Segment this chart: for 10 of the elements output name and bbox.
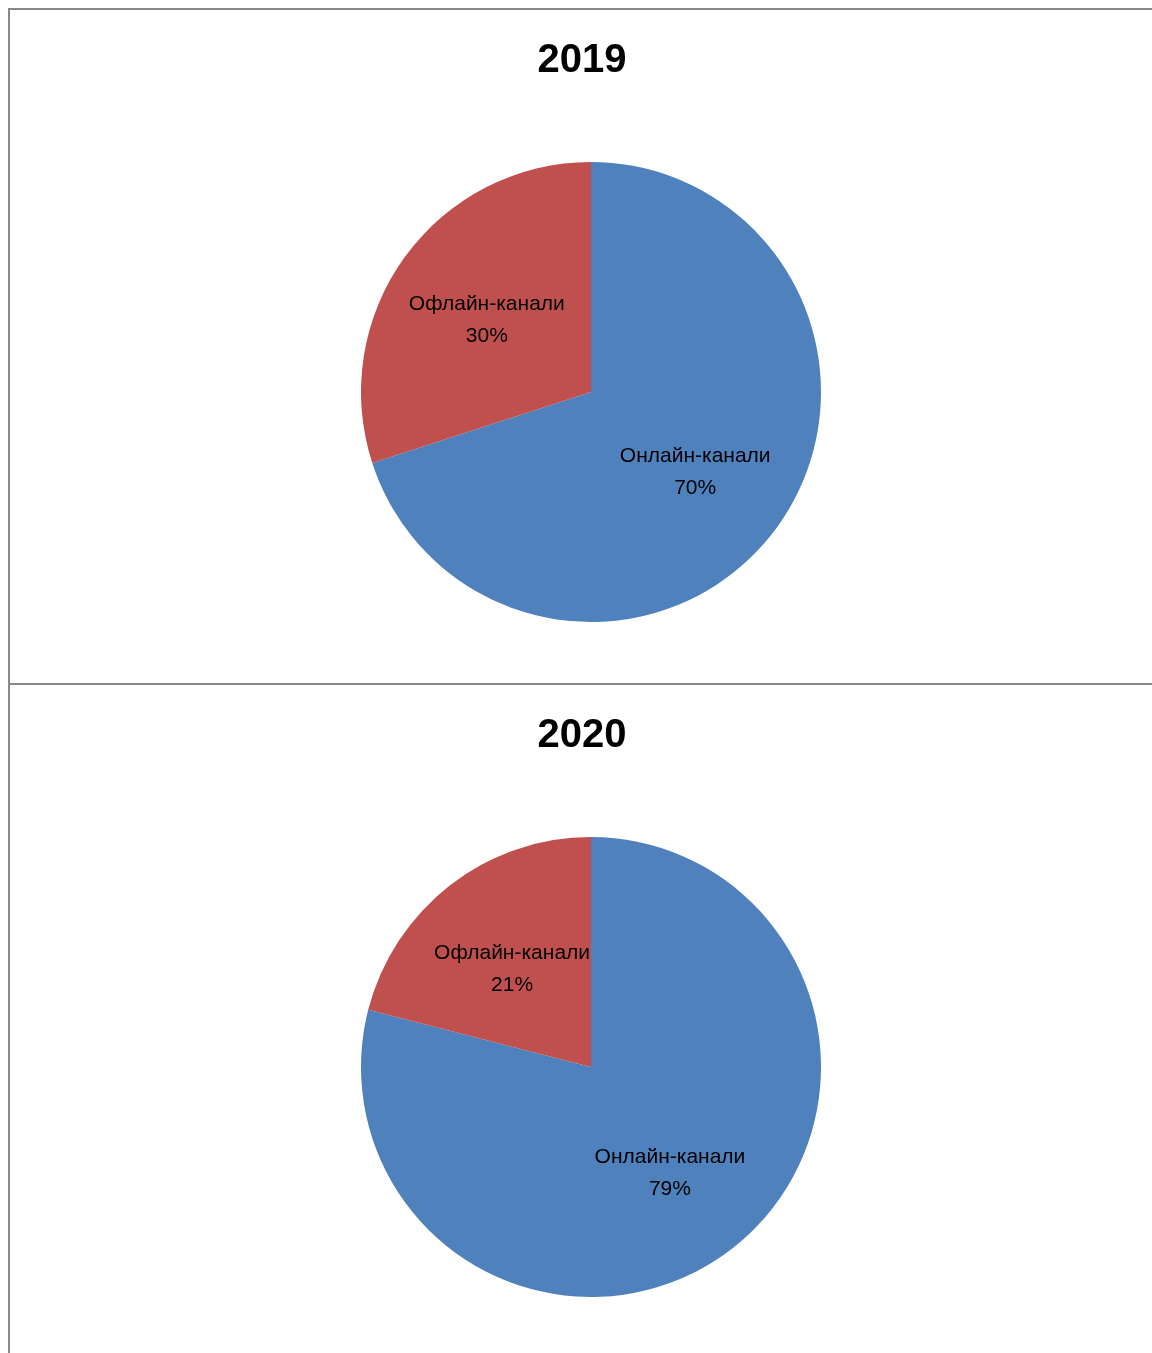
data-label: 70% (674, 474, 717, 498)
data-label: 79% (648, 1175, 691, 1199)
chart-title: 2019 (536, 36, 628, 81)
slice-label: Офлайн-канали (408, 291, 565, 315)
data-label: 30% (465, 323, 508, 347)
slice-label: Офлайн-канали (434, 940, 591, 964)
chart-title: 2020 (536, 711, 628, 756)
slice-label: Онлайн-канали (619, 442, 771, 466)
data-label: 21% (491, 972, 534, 996)
slice-label: Онлайн-канали (594, 1143, 746, 1167)
